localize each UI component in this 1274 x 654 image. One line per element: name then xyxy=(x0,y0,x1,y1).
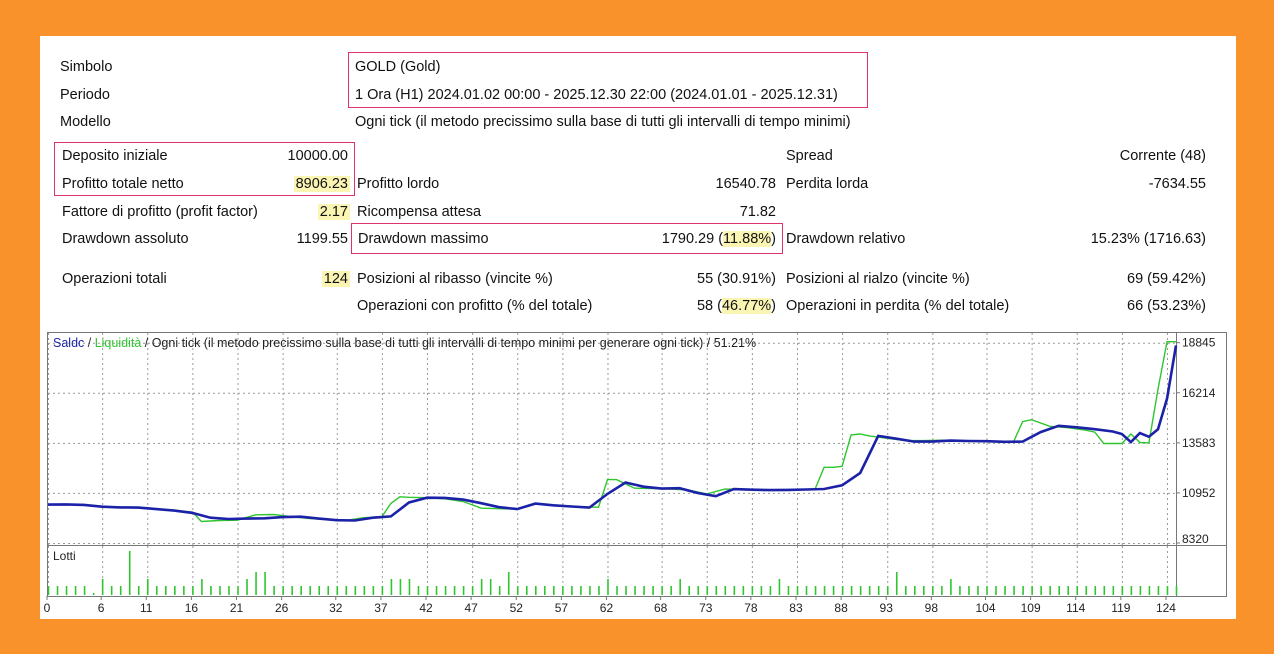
y-tick-label: 18845 xyxy=(1182,336,1216,350)
gross-profit-label: Profitto lordo xyxy=(357,176,440,192)
period-value: 1 Ora (H1) 2024.01.02 00:00 - 2025.12.30… xyxy=(355,87,838,103)
gross-profit-value: 16540.78 xyxy=(715,176,776,192)
abs-dd-value: 1199.55 xyxy=(296,231,348,247)
total-trades-number: 124 xyxy=(321,271,350,287)
long-value: 69 (59.42%) xyxy=(1127,271,1206,287)
y-tick-label: 16214 xyxy=(1182,386,1216,400)
x-tick-label: 98 xyxy=(925,601,939,615)
profit-trades-value: 58 (46.77%) xyxy=(600,297,776,315)
profit-factor-value: 2.17 xyxy=(240,203,350,221)
lots-label: Lotti xyxy=(53,549,76,563)
deposit-value: 10000.00 xyxy=(287,148,348,164)
net-profit-number: 8906.23 xyxy=(293,176,350,192)
balance-chart: 8320 10952 13583 16214 18845 Saldc / Liquidi… xyxy=(47,332,1227,546)
max-dd-percent: 11.88% xyxy=(723,231,772,247)
deposit-label: Deposito iniziale xyxy=(62,148,168,164)
x-tick-label: 11 xyxy=(140,601,153,615)
x-tick-label: 16 xyxy=(185,601,199,615)
x-tick-label: 6 xyxy=(98,601,105,615)
max-dd-value: 1790.29 (11.88%) xyxy=(600,230,776,248)
long-label: Posizioni al rialzo (vincite %) xyxy=(786,271,970,287)
legend-sep: / xyxy=(84,336,94,350)
x-tick-label: 109 xyxy=(1021,601,1041,615)
x-tick-label: 93 xyxy=(880,601,894,615)
y-tick-label: 10952 xyxy=(1182,486,1216,500)
max-dd-amount: 1790.29 ( xyxy=(661,231,724,247)
report-panel: Simbolo GOLD (Gold) Periodo 1 Ora (H1) 2… xyxy=(40,36,1236,619)
equity-line xyxy=(47,340,1176,523)
x-tick-label: 42 xyxy=(419,601,433,615)
short-label: Posizioni al ribasso (vincite %) xyxy=(357,271,553,287)
profit-factor-label: Fattore di profitto (profit factor) xyxy=(62,204,258,220)
lots-chart: Lotti xyxy=(47,545,1227,597)
x-tick-label: 52 xyxy=(510,601,524,615)
legend-equity: Liquidità xyxy=(95,336,142,350)
x-tick-label: 114 xyxy=(1066,601,1085,615)
rel-dd-label: Drawdown relativo xyxy=(786,231,906,247)
profit-trades-percent: 46.77% xyxy=(721,298,772,314)
legend-description: / Ogni tick (il metodo precissimo sulla … xyxy=(141,336,756,350)
x-tick-label: 47 xyxy=(464,601,478,615)
x-tick-label: 21 xyxy=(230,601,244,615)
lots-chart-svg: Lotti xyxy=(47,546,1178,596)
x-tick-label: 104 xyxy=(975,601,995,615)
total-trades-value: 124 xyxy=(240,270,350,288)
symbol-period-highlight-box xyxy=(348,52,868,108)
x-tick-label: 88 xyxy=(834,601,848,615)
gross-loss-value: -7634.55 xyxy=(1148,176,1206,192)
model-value: Ogni tick (il metodo precissimo sulla ba… xyxy=(355,114,851,130)
chart-grid xyxy=(48,333,1177,545)
symbol-value: GOLD (Gold) xyxy=(355,59,441,75)
legend-balance: Saldc xyxy=(53,336,84,350)
x-tick-label: 62 xyxy=(600,601,614,615)
profit-factor-number: 2.17 xyxy=(317,204,350,220)
profit-trades-label: Operazioni con profitto (% del totale) xyxy=(357,298,593,314)
expected-payoff-label: Ricompensa attesa xyxy=(357,204,482,220)
x-tick-label: 37 xyxy=(374,601,388,615)
x-tick-label: 68 xyxy=(654,601,668,615)
total-trades-label: Operazioni totali xyxy=(62,271,167,287)
x-tick-label: 32 xyxy=(329,601,343,615)
max-dd-close: ) xyxy=(771,231,776,247)
y-tick-label: 13583 xyxy=(1182,436,1216,450)
x-tick-label: 57 xyxy=(555,601,569,615)
lots-bars xyxy=(47,551,1178,595)
deposit-profit-highlight-box xyxy=(54,142,355,196)
max-dd-label: Drawdown massimo xyxy=(358,231,489,247)
lots-grid xyxy=(48,546,1177,596)
spread-label: Spread xyxy=(786,148,833,164)
y-tick-labels: 8320 10952 13583 16214 18845 xyxy=(1176,336,1216,546)
balance-line xyxy=(47,345,1178,522)
x-axis: 0 6 11 16 21 26 32 37 42 47 52 57 62 68 73 78 83 88 93 98 10… xyxy=(44,596,1176,615)
max-drawdown-highlight-box xyxy=(351,223,783,254)
chart-legend: Saldc / Liquidità / Ogni tick (il metodo… xyxy=(53,336,756,350)
x-tick-label: 119 xyxy=(1111,601,1130,615)
spread-value: Corrente (48) xyxy=(1119,148,1206,164)
x-tick-label: 26 xyxy=(275,601,289,615)
loss-trades-label: Operazioni in perdita (% del totale) xyxy=(786,298,1010,314)
loss-trades-value: 66 (53.23%) xyxy=(1127,298,1206,314)
rel-dd-value: 15.23% (1716.63) xyxy=(1090,231,1206,247)
profit-trades-count: 58 ( xyxy=(696,298,722,314)
balance-chart-svg: 8320 10952 13583 16214 18845 Saldc / Liquidi… xyxy=(47,333,1216,546)
short-value: 55 (30.91%) xyxy=(697,271,776,287)
net-profit-value: 8906.23 xyxy=(240,175,350,193)
x-tick-label: 78 xyxy=(744,601,758,615)
profit-trades-close: ) xyxy=(771,298,776,314)
model-label: Modello xyxy=(60,114,111,130)
x-tick-label: 73 xyxy=(699,601,713,615)
y-tick-label: 8320 xyxy=(1182,532,1209,545)
abs-dd-label: Drawdown assoluto xyxy=(62,231,189,247)
gross-loss-label: Perdita lorda xyxy=(786,176,869,192)
symbol-label: Simbolo xyxy=(60,59,113,75)
expected-payoff-value: 71.82 xyxy=(739,204,776,220)
x-tick-label: 83 xyxy=(789,601,803,615)
x-tick-label: 0 xyxy=(44,601,51,615)
x-tick-label: 124 xyxy=(1156,601,1176,615)
net-profit-label: Profitto totale netto xyxy=(62,176,184,192)
period-label: Periodo xyxy=(60,87,110,103)
